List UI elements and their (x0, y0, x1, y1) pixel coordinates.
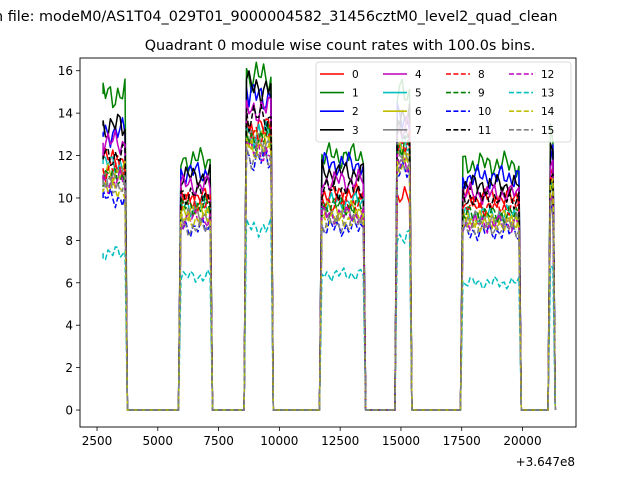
y-tick-label: 8 (65, 234, 73, 248)
legend-label: 12 (541, 69, 554, 81)
y-tick-label: 2 (65, 361, 73, 375)
y-tick-label: 6 (65, 276, 73, 290)
legend-label: 14 (541, 106, 555, 118)
legend-label: 2 (352, 106, 359, 118)
legend-label: 5 (415, 88, 422, 100)
x-tick-label: 12500 (321, 434, 359, 448)
x-offset-label: +3.647e8 (516, 455, 575, 469)
series-line-3 (102, 70, 557, 411)
legend-label: 13 (541, 88, 554, 100)
legend-label: 6 (415, 106, 422, 118)
plot-frame (79, 57, 577, 428)
y-tick-label: 10 (58, 191, 73, 205)
legend-label: 8 (478, 69, 485, 81)
x-tick-label: 5000 (143, 434, 174, 448)
x-axis: 2500 5000 7500 10000 12500 15000 17500 20000 (82, 427, 542, 448)
legend-label: 7 (415, 125, 422, 137)
series-line-6 (102, 129, 557, 411)
legend-label: 15 (541, 125, 554, 137)
legend-frame (315, 61, 572, 143)
series-line-13 (102, 217, 557, 411)
y-axis: 0 2 4 6 8 10 12 14 16 (58, 64, 80, 418)
x-tick-label: 20000 (503, 434, 541, 448)
legend-label: 0 (352, 69, 359, 81)
series-line-4 (102, 96, 557, 411)
series-line-8 (102, 121, 557, 411)
chart-title: Quadrant 0 module wise count rates with … (145, 38, 536, 54)
y-tick-label: 12 (58, 149, 73, 163)
y-tick-label: 0 (65, 404, 73, 418)
x-tick-label: 7500 (203, 434, 234, 448)
x-tick-label: 2500 (82, 434, 113, 448)
y-tick-label: 14 (58, 107, 73, 121)
legend-label: 11 (478, 125, 491, 137)
series-line-9 (102, 123, 557, 411)
y-tick-label: 16 (58, 64, 73, 78)
series-line-12 (102, 141, 557, 411)
legend-label: 4 (415, 69, 422, 81)
x-tick-label: 10000 (260, 434, 298, 448)
x-tick-label: 17500 (443, 434, 481, 448)
legend-label: 3 (352, 125, 359, 137)
series-line-15 (102, 141, 557, 411)
series-line-14 (102, 136, 557, 411)
series-line-2 (102, 84, 557, 411)
series-layer (102, 61, 557, 411)
series-line-11 (102, 103, 557, 411)
y-tick-label: 4 (65, 319, 73, 333)
x-tick-label: 15000 (382, 434, 420, 448)
legend-label: 1 (352, 88, 359, 100)
legend-label: 9 (478, 88, 485, 100)
figure-suptitle: n file: modeM0/AS1T04_029T01_9000004582_… (0, 9, 558, 25)
legend-label: 10 (478, 106, 491, 118)
